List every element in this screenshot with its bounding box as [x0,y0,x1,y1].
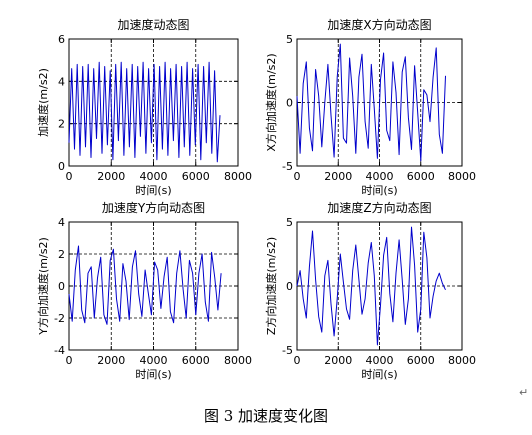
chart-title: 加速度Z方向动态图 [327,200,431,215]
x-tick-label: 4000 [140,170,168,183]
y-tick-label: -5 [282,344,293,357]
chart-panel-2: 0 2000 4000 6000 8000-505加速度X方向动态图时间(s)X方向加速… [264,17,476,197]
x-axis-label: 时间(s) [361,184,397,197]
y-tick-label: 5 [286,33,293,46]
y-tick-label: -2 [54,312,65,325]
series-line [68,245,222,325]
figure-caption: 图 3 加速度变化图 [203,407,329,425]
y-tick-label: 0 [58,160,65,173]
x-tick-label: 2000 [324,170,352,183]
x-tick-label: 8000 [448,170,476,183]
y-axis-label: X方向加速度(m/s2) [264,53,278,151]
x-tick-label: 0 [294,354,301,367]
chart-title: 加速度Y方向动态图 [102,200,205,215]
chart-panel-4: 0 2000 4000 6000 8000-505加速度Z方向动态图时间(s)Z方向加速… [264,200,476,381]
x-tick-label: 2000 [97,170,125,183]
chart-title: 加速度X方向动态图 [327,17,431,32]
x-axis-label: 时间(s) [361,368,397,381]
x-tick-label: 4000 [140,354,168,367]
y-tick-label: 6 [58,33,65,46]
x-tick-label: 6000 [407,170,435,183]
y-tick-label: 2 [58,248,65,261]
series-line [296,43,446,162]
x-tick-label: 6000 [407,354,435,367]
x-tick-label: 2000 [324,354,352,367]
y-tick-label: -4 [54,344,65,357]
x-tick-label: 4000 [366,170,394,183]
y-axis-label: Y方向加速度(m/s2) [36,237,50,335]
y-tick-label: 5 [286,216,293,229]
x-tick-label: 2000 [97,354,125,367]
x-tick-label: 8000 [224,170,252,183]
paragraph-mark: ↵ [519,386,529,399]
x-tick-label: 6000 [182,354,210,367]
y-tick-label: 0 [58,280,65,293]
y-tick-label: 4 [58,216,65,229]
y-tick-label: 0 [286,97,293,110]
x-tick-label: 6000 [182,170,210,183]
y-tick-label: -5 [282,160,293,173]
x-axis-label: 时间(s) [135,368,171,381]
x-axis-label: 时间(s) [135,184,171,197]
y-tick-label: 4 [58,75,65,88]
y-tick-label: 2 [58,118,65,131]
y-axis-label: 加速度(m/s2) [36,68,50,137]
y-axis-label: Z方向加速度(m/s2) [264,237,278,335]
y-tick-label: 0 [286,280,293,293]
series-line [68,61,221,163]
x-tick-label: 0 [294,170,301,183]
x-tick-label: 4000 [366,354,394,367]
x-tick-label: 0 [66,354,73,367]
series-line [296,226,446,346]
x-tick-label: 8000 [448,354,476,367]
chart-title: 加速度动态图 [117,17,189,32]
x-tick-label: 0 [66,170,73,183]
x-tick-label: 8000 [224,354,252,367]
